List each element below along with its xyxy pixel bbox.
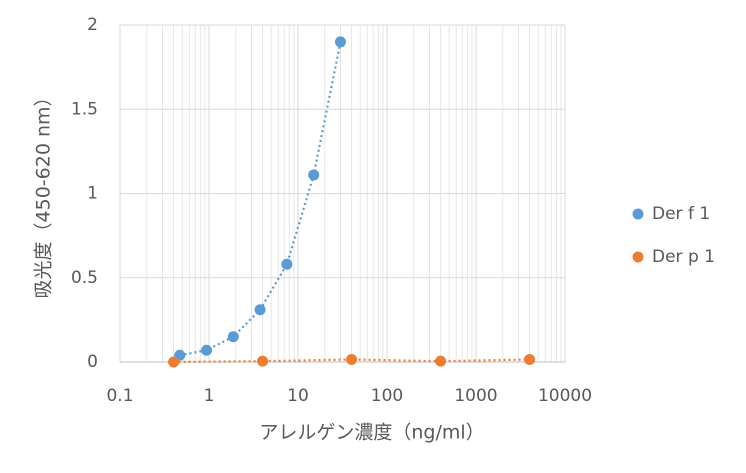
x-tick-label: 10000 [538, 386, 592, 406]
x-axis-label: アレルゲン濃度（ng/ml） [259, 422, 484, 444]
x-tick-label: 1 [204, 386, 215, 406]
point [254, 304, 266, 316]
point [524, 353, 536, 365]
legend-label: Der f 1 [652, 204, 710, 224]
point [201, 344, 213, 356]
y-tick-label: 0 [87, 352, 98, 372]
point [257, 355, 269, 367]
y-tick-label: 1.5 [71, 99, 98, 119]
point [346, 353, 358, 365]
x-tick-label: 10 [287, 386, 309, 406]
y-tick-label: 2 [87, 15, 98, 35]
point [308, 169, 320, 181]
y-tick-label: 1 [87, 184, 98, 204]
y-axis-label: 吸光度（450-620 nm） [33, 88, 55, 299]
legend-marker [632, 251, 644, 263]
x-tick-label: 0.1 [106, 386, 133, 406]
legend-marker [632, 208, 644, 220]
legend-label: Der p 1 [652, 247, 715, 267]
point [334, 36, 346, 48]
x-tick-label: 1000 [454, 386, 497, 406]
x-tick-label: 100 [371, 386, 403, 406]
trend-line [173, 358, 530, 364]
y-tick-label: 0.5 [71, 268, 98, 288]
point [227, 331, 239, 343]
point [168, 356, 180, 368]
point [435, 355, 447, 367]
point [281, 258, 293, 270]
